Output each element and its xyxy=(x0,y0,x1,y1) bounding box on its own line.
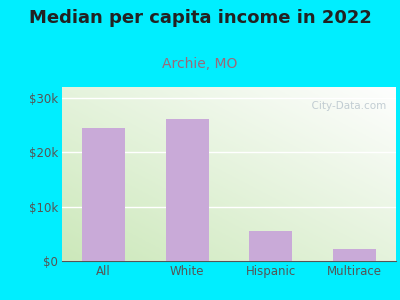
Bar xyxy=(82,128,126,261)
Bar xyxy=(249,231,292,261)
Bar xyxy=(332,249,376,261)
Text: Median per capita income in 2022: Median per capita income in 2022 xyxy=(28,9,372,27)
Text: City-Data.com: City-Data.com xyxy=(305,101,386,111)
Text: Archie, MO: Archie, MO xyxy=(162,57,238,71)
Bar xyxy=(166,118,209,261)
